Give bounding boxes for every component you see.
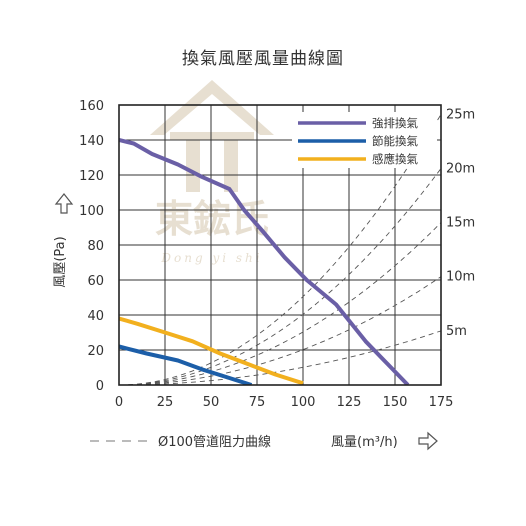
x-tick-label: 0 — [115, 395, 123, 410]
y-tick-label: 0 — [96, 379, 104, 394]
distance-label: 10m — [446, 270, 475, 285]
x-tick-label: 125 — [337, 395, 362, 410]
resistance-curves — [119, 114, 441, 385]
right-outline-arrow-icon — [418, 431, 438, 451]
x-tick-label: 75 — [249, 395, 266, 410]
series-line — [119, 344, 253, 385]
watermark-roof — [150, 80, 274, 135]
axes — [118, 104, 442, 386]
series-line — [119, 316, 304, 385]
y-axis-label: 風壓(Pa) — [53, 236, 68, 287]
resistance-curve — [119, 222, 441, 385]
up-outline-arrow-icon — [54, 193, 74, 214]
legend-label: 節能換氣 — [372, 134, 418, 148]
legend-label: 強排換氣 — [372, 116, 418, 130]
plot-frame — [118, 104, 442, 386]
series-lines — [119, 138, 410, 385]
y-tick-label: 80 — [87, 239, 104, 254]
y-tick-labels: 0 20 40 60 80 100 120 140 160 — [79, 99, 104, 394]
resistance-curve — [119, 330, 441, 385]
x-axis-label: 風量(m³/h) — [331, 435, 398, 450]
x-tick-label: 50 — [203, 395, 220, 410]
x-tick-label: 175 — [429, 395, 454, 410]
distance-label: 5m — [446, 324, 467, 339]
distance-label: 15m — [446, 216, 475, 231]
x-tick-labels: 0 25 50 75 100 125 150 175 — [115, 395, 454, 410]
series-line — [119, 138, 410, 385]
watermark-english-name: Dong yi shi — [160, 251, 262, 265]
chart-title: 換氣風壓風量曲線圖 — [182, 49, 344, 69]
y-tick-label: 60 — [87, 274, 104, 289]
legend-label: 感應換氣 — [372, 152, 418, 166]
y-tick-label: 140 — [79, 134, 104, 149]
y-tick-label: 20 — [87, 344, 104, 359]
x-tick-label: 25 — [157, 395, 174, 410]
resistance-curve — [119, 276, 441, 385]
resistance-curve — [119, 168, 441, 385]
resistance-legend-label: Ø100管道阻力曲線 — [158, 434, 271, 450]
y-tick-label: 160 — [79, 99, 104, 114]
distance-labels: 25m 20m 15m 10m 5m — [446, 107, 475, 339]
y-tick-label: 100 — [79, 204, 104, 219]
y-tick-label: 120 — [79, 169, 104, 184]
distance-label: 20m — [446, 161, 475, 176]
watermark-logo: 東鋐氏 Dong yi shi — [150, 80, 274, 265]
x-tick-label: 100 — [291, 395, 316, 410]
resistance-curve — [119, 114, 441, 385]
x-tick-label: 150 — [383, 395, 408, 410]
y-tick-label: 40 — [87, 309, 104, 324]
distance-label: 25m — [446, 107, 475, 122]
